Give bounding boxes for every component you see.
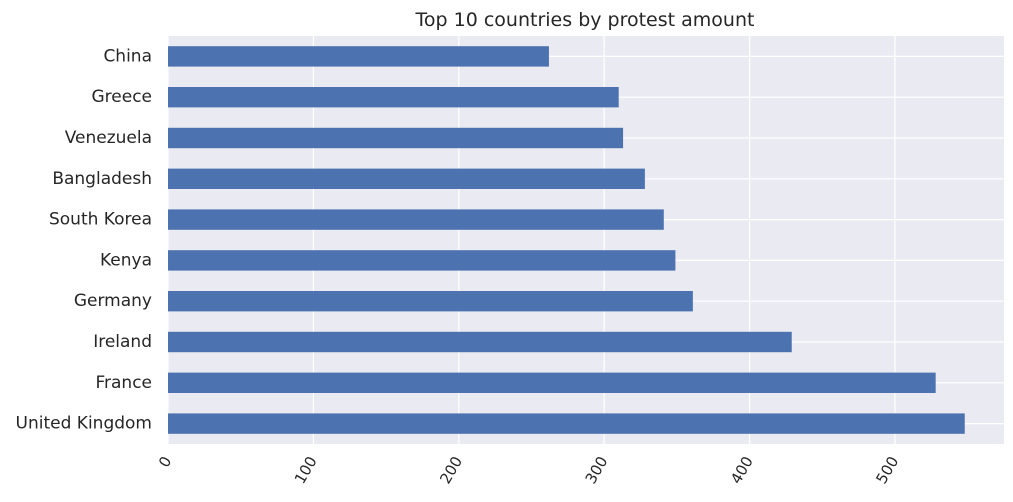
y-tick-label: Venezuela	[65, 128, 152, 148]
x-tick-label: 500	[872, 453, 902, 487]
bar-china	[168, 46, 549, 67]
y-tick-labels: United Kingdom France Ireland Germany Kenya S…	[16, 46, 152, 433]
bar-south-korea	[168, 209, 664, 230]
bars	[168, 46, 965, 434]
y-tick-label: United Kingdom	[16, 414, 152, 434]
y-tick-label: France	[95, 373, 152, 393]
bar-bangladesh	[168, 168, 645, 189]
y-tick-label: Germany	[74, 291, 152, 311]
y-tick-label: South Korea	[49, 210, 152, 230]
bar-france	[168, 372, 936, 393]
y-tick-label: China	[103, 46, 152, 66]
bar-united-kingdom	[168, 413, 965, 434]
y-tick-label: Bangladesh	[52, 169, 152, 189]
bar-kenya	[168, 250, 676, 271]
x-tick-label: 100	[291, 453, 321, 487]
x-tick-label: 400	[727, 453, 757, 487]
y-tick-label: Greece	[91, 87, 152, 107]
y-tick-label: Ireland	[93, 332, 152, 352]
y-tick-label: Kenya	[100, 250, 152, 270]
bar-venezuela	[168, 127, 624, 149]
chart-title: Top 10 countries by protest amount	[415, 9, 755, 31]
bar-germany	[168, 291, 693, 312]
x-tick-labels: 0 100 200 300 400 500	[155, 453, 902, 487]
x-tick-label: 200	[436, 453, 466, 487]
bar-ireland	[168, 331, 792, 353]
x-tick-label: 300	[582, 453, 612, 487]
x-tick-label: 0	[155, 453, 175, 470]
bar-greece	[168, 87, 619, 108]
